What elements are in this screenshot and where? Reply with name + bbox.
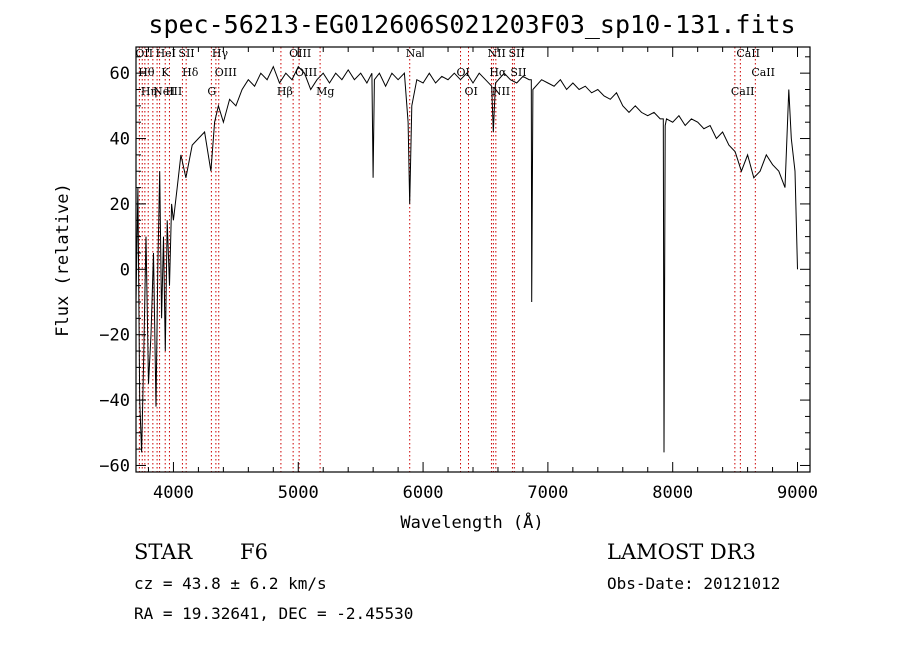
reference-line-label: HeI [156,47,176,60]
x-axis-label: Wavelength (Å) [400,511,543,533]
reference-line-label: G [207,85,216,98]
x-tick-label: 5000 [278,483,319,503]
reference-line-label: Hδ [182,66,199,79]
reference-line-label: OI [465,85,478,98]
x-tick-label: 7000 [527,483,568,503]
reference-line-label: SII [510,66,526,79]
reference-line-label: OIII [215,66,237,79]
reference-line-label: H [165,85,175,98]
plot-frame [135,46,811,473]
reference-line-label: Hα [489,66,507,79]
reference-line-labels: OIIHθHηNeIIIHeIKHSIIHδGHγOIIIHβOIIIOIIIM… [135,47,775,98]
y-tick-label: −20 [99,326,130,346]
x-tick-label: 8000 [652,483,693,503]
reference-line-label: NeIII [153,85,182,98]
series-layer [135,65,798,453]
x-tick-label: 9000 [777,483,818,503]
reference-line-label: OIII [289,47,311,60]
reference-line-label: Hγ [212,47,229,60]
redshift-cz: cz = 43.8 ± 6.2 km/s [134,574,327,593]
y-tick-label: 60 [110,64,130,84]
observation-date: Obs-Date: 20121012 [607,574,781,593]
y-tick-label: −60 [99,456,130,476]
reference-line-label: CaII [751,66,775,79]
x-tick-label: 4000 [153,483,194,503]
reference-line-label: NII [492,85,510,98]
object-class: STAR [134,540,193,564]
reference-line-label: CaII [731,85,755,98]
y-axis-label: Flux (relative) [53,183,73,337]
reference-line-label: NII [487,47,505,60]
y-tick-label: 40 [110,130,130,150]
chart-title: spec-56213-EG012606S021203F03_sp10-131.f… [148,10,795,39]
y-tick-label: 20 [110,195,130,215]
reference-line-label: CaII [736,47,760,60]
x-axis: 4000 5000 6000 7000 8000 9000 [147,47,818,503]
x-tick-label: 6000 [403,483,444,503]
reference-line-label: Hη [141,85,157,98]
reference-line-label: OI [457,66,470,79]
reference-line-label: SII [178,47,194,60]
y-tick-label: −40 [99,391,130,411]
object-subclass: F6 [240,540,268,564]
reference-line-label: SII [508,47,524,60]
reference-line-label: Mg [316,85,334,98]
y-axis: −60 −40 −20 0 20 40 60 [99,56,810,476]
reference-line-label: Hθ [138,66,155,79]
reference-lines [138,47,756,472]
reference-line-label: Hβ [277,85,293,98]
survey-name: LAMOST DR3 [607,540,756,564]
coordinates: RA = 19.32641, DEC = -2.45530 [134,604,414,623]
spectrum-series-line [135,65,798,453]
reference-line-label: Na [406,47,423,60]
reference-line-label: K [161,66,170,79]
reference-line-label: OII [135,47,153,60]
y-tick-label: 0 [120,260,130,280]
